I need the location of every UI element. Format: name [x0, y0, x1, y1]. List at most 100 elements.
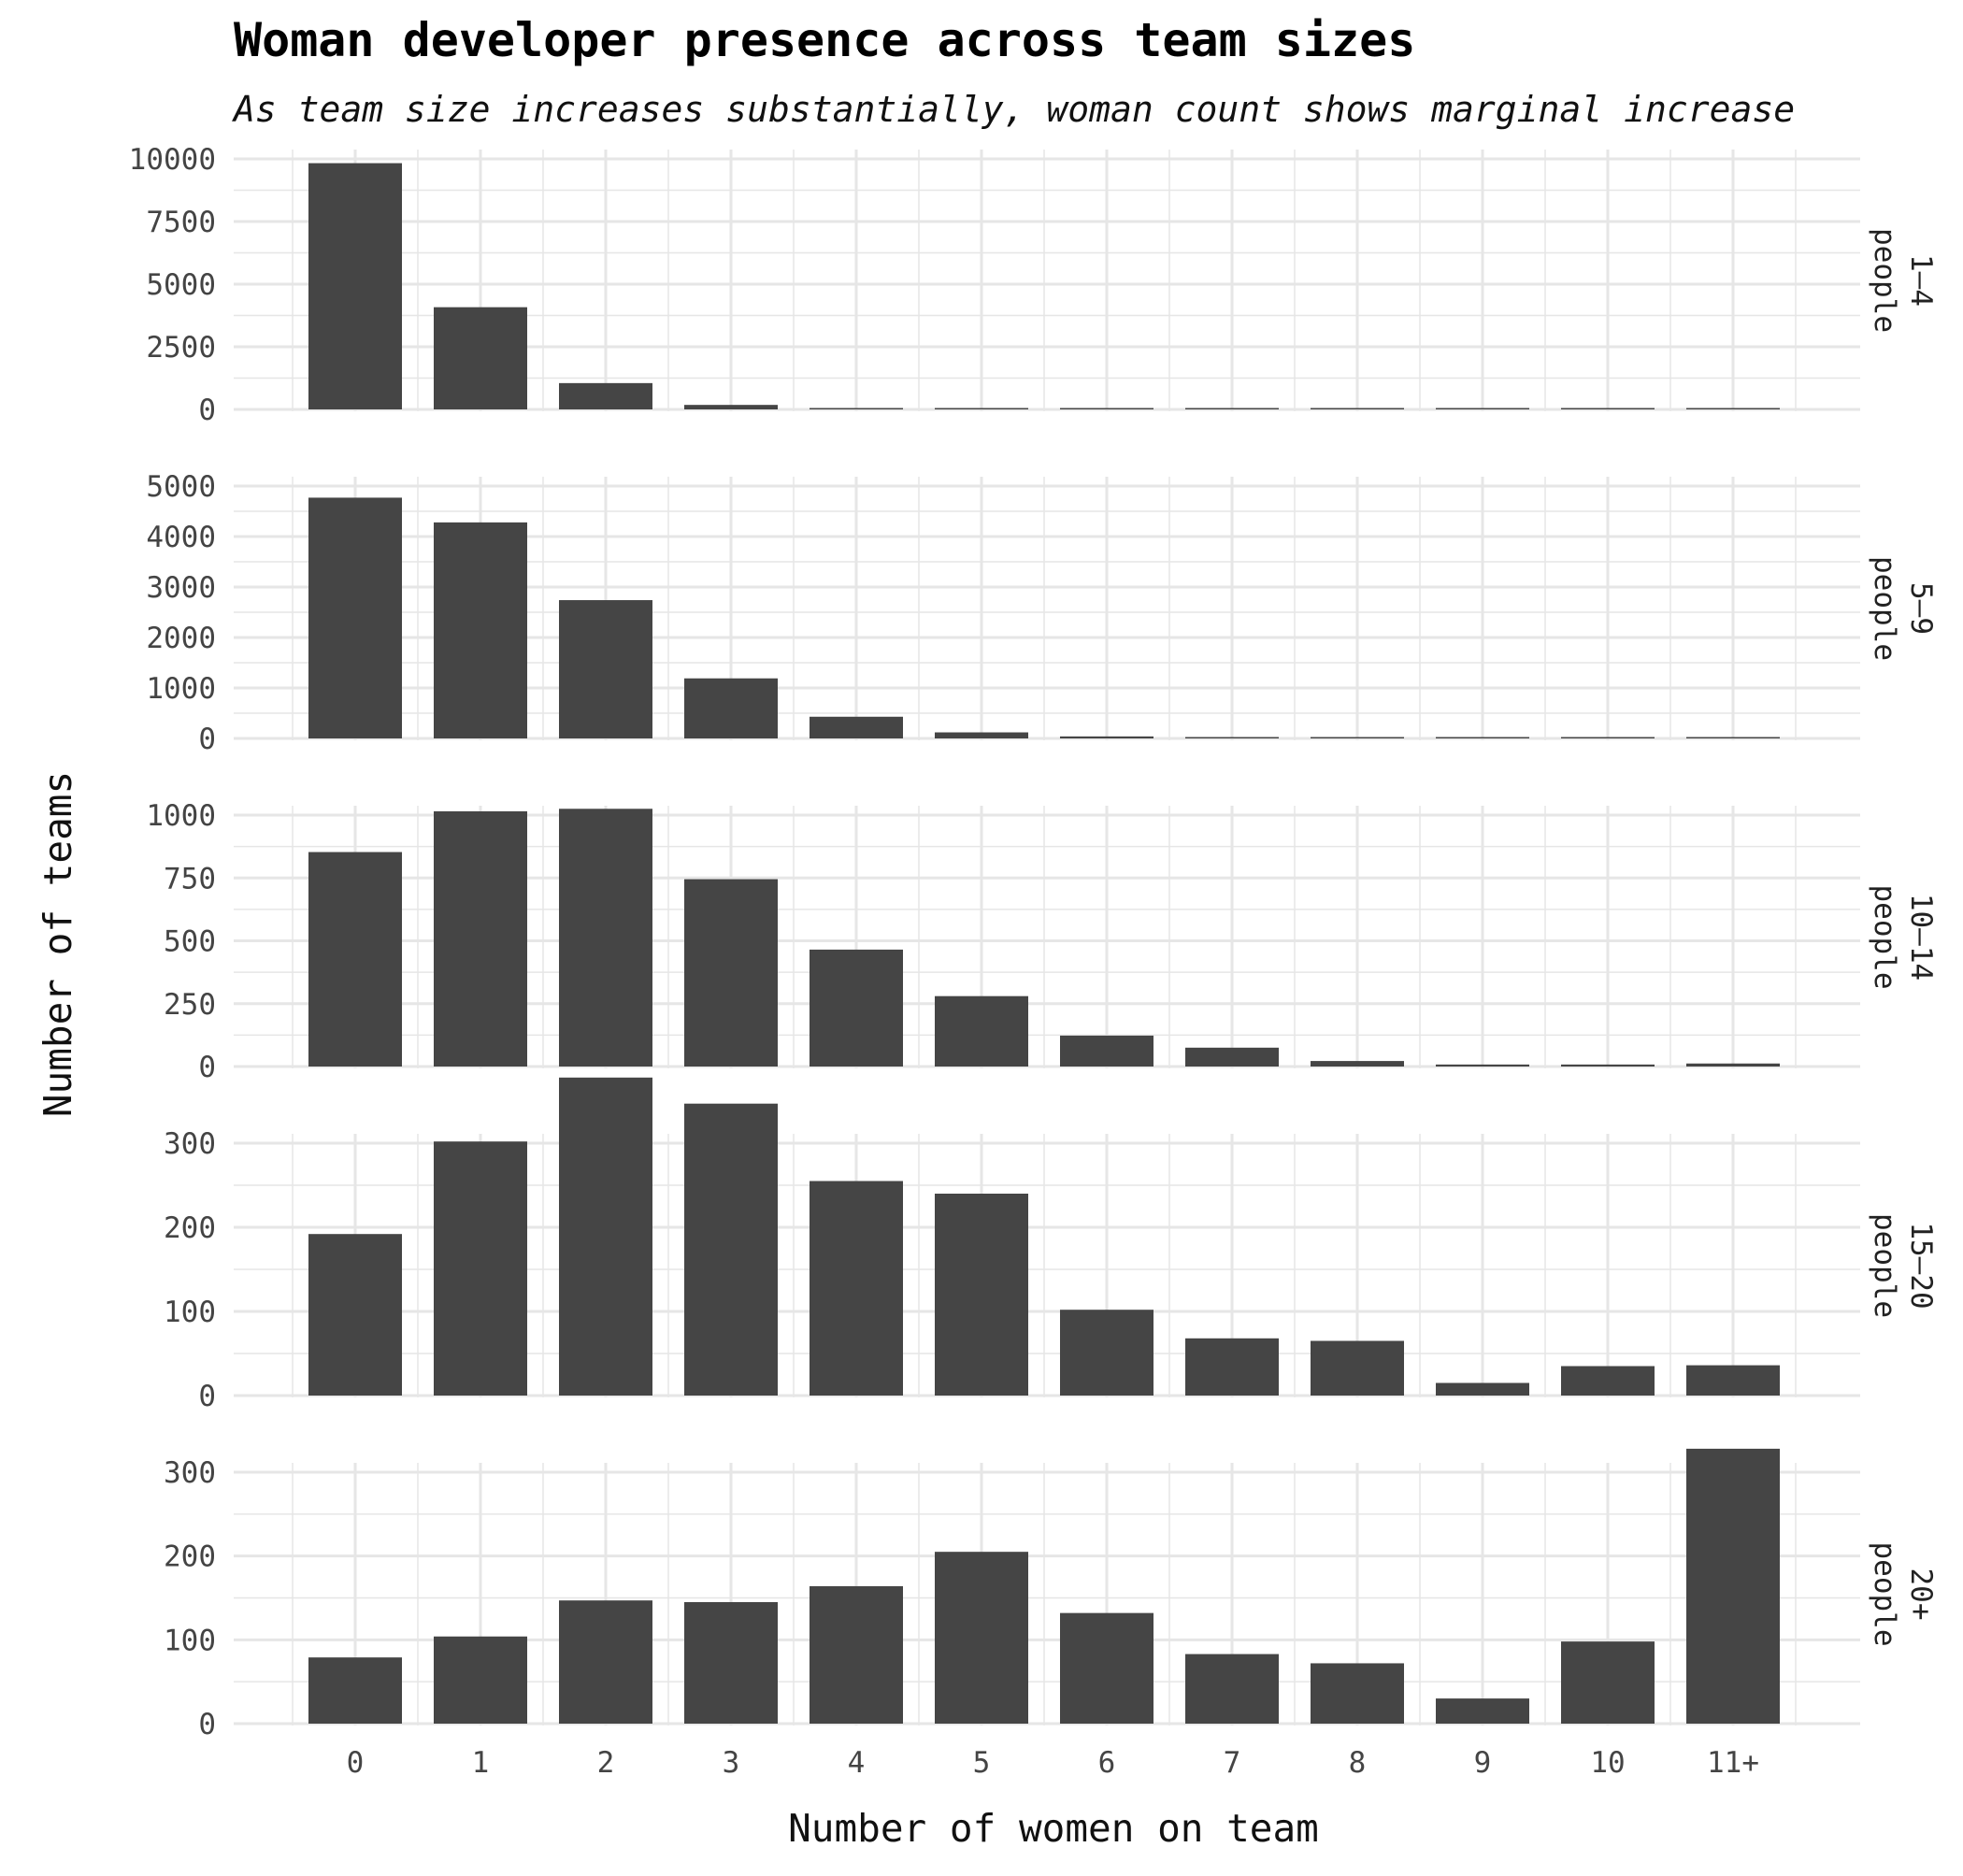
facet-strip-line: people [1868, 885, 1901, 990]
y-tick-label: 2500 [146, 331, 216, 365]
x-tick-label: 3 [723, 1746, 740, 1780]
bar [308, 497, 402, 738]
bar [1060, 1310, 1153, 1396]
x-tick-label: 7 [1224, 1746, 1241, 1780]
facet-panel: 0 100 200 300 20+people [164, 1448, 1938, 1741]
bar [1311, 1340, 1404, 1396]
bar [1561, 737, 1655, 738]
bar [308, 1657, 402, 1724]
facet-strip-label: 1–4people [1868, 228, 1938, 333]
facet-strip-line: 1–4 [1904, 254, 1938, 307]
bar [434, 1141, 527, 1396]
facet-panel: 0 1000 2000 3000 4000 5000 5–9people [146, 470, 1938, 756]
bar [559, 809, 652, 1067]
y-tick-label: 5000 [146, 268, 216, 302]
bar [935, 732, 1028, 738]
bar [810, 1181, 903, 1396]
y-tick-label: 0 [198, 723, 216, 756]
y-tick-label: 10000 [129, 143, 216, 177]
y-axis-title: Number of teams [36, 771, 80, 1117]
bar [1686, 737, 1780, 738]
bar [935, 995, 1028, 1067]
bar [434, 810, 527, 1067]
bar [810, 408, 903, 409]
facet-strip-label: 20+people [1868, 1542, 1938, 1647]
bar [1436, 408, 1529, 409]
bar [1561, 1641, 1655, 1724]
bar [684, 405, 778, 409]
x-tick-label: 0 [347, 1746, 365, 1780]
bar [1561, 1366, 1655, 1396]
facet-panel: 0 2500 5000 7500 10000 1–4people [129, 143, 1938, 427]
bar [1060, 736, 1153, 738]
chart-title: Woman developer presence across team siz… [234, 13, 1416, 67]
bar [1060, 1612, 1153, 1724]
bar [1060, 1035, 1153, 1067]
bar [1436, 737, 1529, 738]
facet-strip-line: 20+ [1904, 1568, 1938, 1621]
bar [684, 678, 778, 738]
bar [935, 1552, 1028, 1724]
y-tick-label: 500 [164, 925, 216, 959]
bar [1185, 1047, 1279, 1067]
y-tick-label: 5000 [146, 470, 216, 504]
bar [1060, 408, 1153, 409]
bar [434, 307, 527, 409]
bar [434, 522, 527, 738]
x-axis-title: Number of women on team [788, 1806, 1319, 1851]
chart-panels: 0250050007500100001–4people0100020003000… [129, 143, 1938, 1741]
bar [1686, 1448, 1780, 1724]
facet-strip-label: 5–9people [1868, 556, 1938, 661]
bar [1686, 1063, 1780, 1067]
bar [810, 716, 903, 738]
x-tick-label: 9 [1474, 1746, 1492, 1780]
y-tick-label: 2000 [146, 622, 216, 655]
bar [1311, 737, 1404, 738]
bar [559, 382, 652, 409]
y-tick-label: 0 [198, 394, 216, 427]
bar [434, 1636, 527, 1724]
y-tick-label: 0 [198, 1051, 216, 1084]
chart-subtitle: As team size increases substantially, wo… [234, 89, 1796, 130]
y-tick-label: 1000 [146, 672, 216, 706]
y-tick-label: 300 [164, 1127, 216, 1161]
x-tick-label: 8 [1349, 1746, 1367, 1780]
bar [1436, 1064, 1529, 1067]
bar [810, 949, 903, 1067]
facet-strip-label: 15–20people [1868, 1213, 1938, 1318]
y-tick-label: 0 [198, 1380, 216, 1413]
y-tick-label: 300 [164, 1456, 216, 1490]
y-tick-label: 250 [164, 988, 216, 1022]
bar [1311, 408, 1404, 409]
y-tick-label: 0 [198, 1708, 216, 1741]
x-tick-label: 2 [597, 1746, 615, 1780]
bar [1185, 737, 1279, 738]
bar [308, 163, 402, 409]
bar [559, 1600, 652, 1724]
facet-strip-line: people [1868, 556, 1901, 661]
x-tick-label: 5 [973, 1746, 991, 1780]
bar [559, 600, 652, 738]
y-tick-label: 100 [164, 1624, 216, 1657]
facet-panel: 0 250 500 750 1000 10–14people [146, 799, 1938, 1084]
facet-strip-line: 5–9 [1904, 582, 1938, 635]
bar [308, 852, 402, 1067]
facet-panel: 0 100 200 300 15–20people [164, 1077, 1938, 1413]
y-tick-label: 200 [164, 1540, 216, 1574]
bar [559, 1077, 652, 1396]
bar [935, 408, 1028, 409]
bar [1561, 1064, 1655, 1067]
y-tick-label: 7500 [146, 206, 216, 239]
facet-strip-line: 10–14 [1904, 894, 1938, 981]
bar [1436, 1382, 1529, 1396]
facet-strip-line: people [1868, 228, 1901, 333]
bar [1185, 1338, 1279, 1396]
facet-strip-label: 10–14people [1868, 885, 1938, 990]
bar [1686, 408, 1780, 409]
facet-strip-line: 15–20 [1904, 1222, 1938, 1309]
bar [684, 1601, 778, 1724]
bar [1561, 408, 1655, 409]
bar [1185, 408, 1279, 409]
bar [935, 1194, 1028, 1396]
bar [1185, 1654, 1279, 1724]
